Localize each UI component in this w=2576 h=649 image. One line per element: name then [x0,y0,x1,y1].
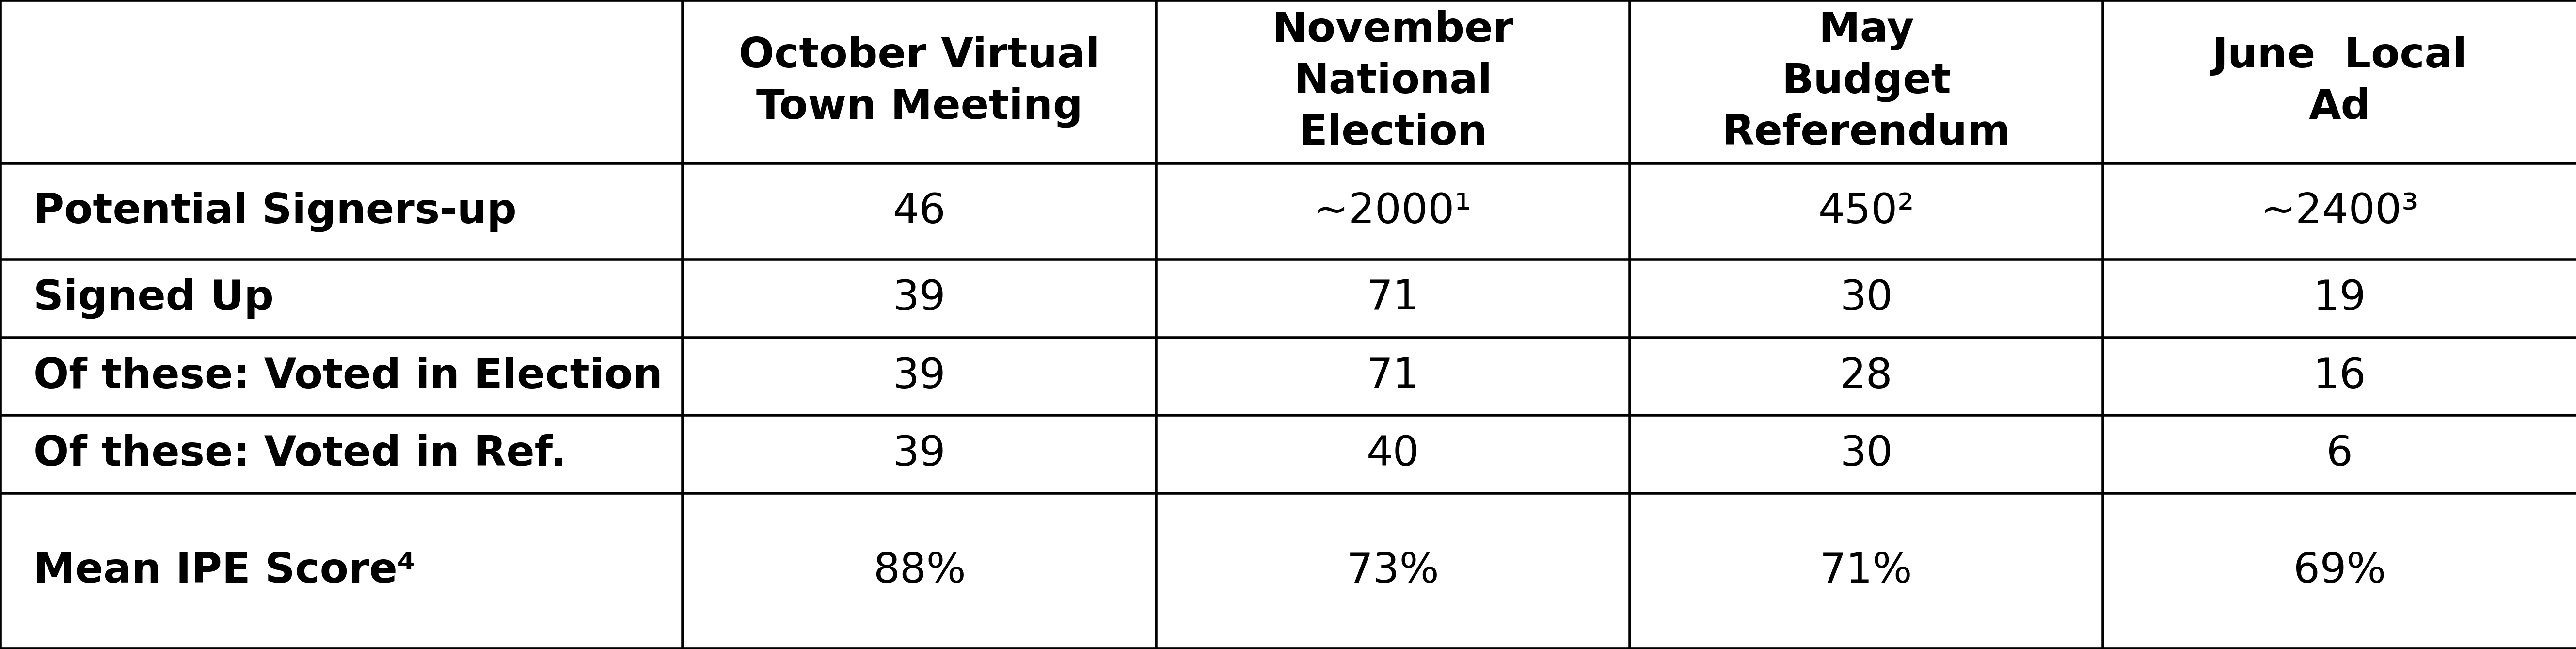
Text: 6: 6 [2326,434,2352,474]
Text: 69%: 69% [2293,551,2385,591]
Text: 39: 39 [894,356,945,397]
Text: 39: 39 [894,434,945,474]
Text: 40: 40 [1365,434,1419,474]
Text: 16: 16 [2313,356,2367,397]
Text: 19: 19 [2313,278,2367,319]
Text: Potential Signers-up: Potential Signers-up [33,191,518,232]
Text: 30: 30 [1839,434,1893,474]
Text: 30: 30 [1839,278,1893,319]
Text: 46: 46 [894,191,945,232]
Text: 71: 71 [1365,356,1419,397]
Text: October Virtual
Town Meeting: October Virtual Town Meeting [739,36,1100,128]
Text: Of these: Voted in Ref.: Of these: Voted in Ref. [33,434,567,474]
Text: ~2400³: ~2400³ [2262,191,2419,232]
Text: 28: 28 [1839,356,1893,397]
Text: 71%: 71% [1819,551,1914,591]
Text: 73%: 73% [1347,551,1440,591]
Text: 88%: 88% [873,551,966,591]
Text: Of these: Voted in Election: Of these: Voted in Election [33,356,662,397]
Text: November
National
Election: November National Election [1273,10,1515,153]
Text: 450²: 450² [1819,191,1914,232]
Text: May
Budget
Referendum: May Budget Referendum [1721,10,2012,153]
Text: 39: 39 [894,278,945,319]
Text: 71: 71 [1365,278,1419,319]
Text: Mean IPE Score⁴: Mean IPE Score⁴ [33,551,415,591]
Text: Signed Up: Signed Up [33,278,273,319]
Text: ~2000¹: ~2000¹ [1314,191,1471,232]
Text: June  Local
Ad: June Local Ad [2213,36,2468,128]
